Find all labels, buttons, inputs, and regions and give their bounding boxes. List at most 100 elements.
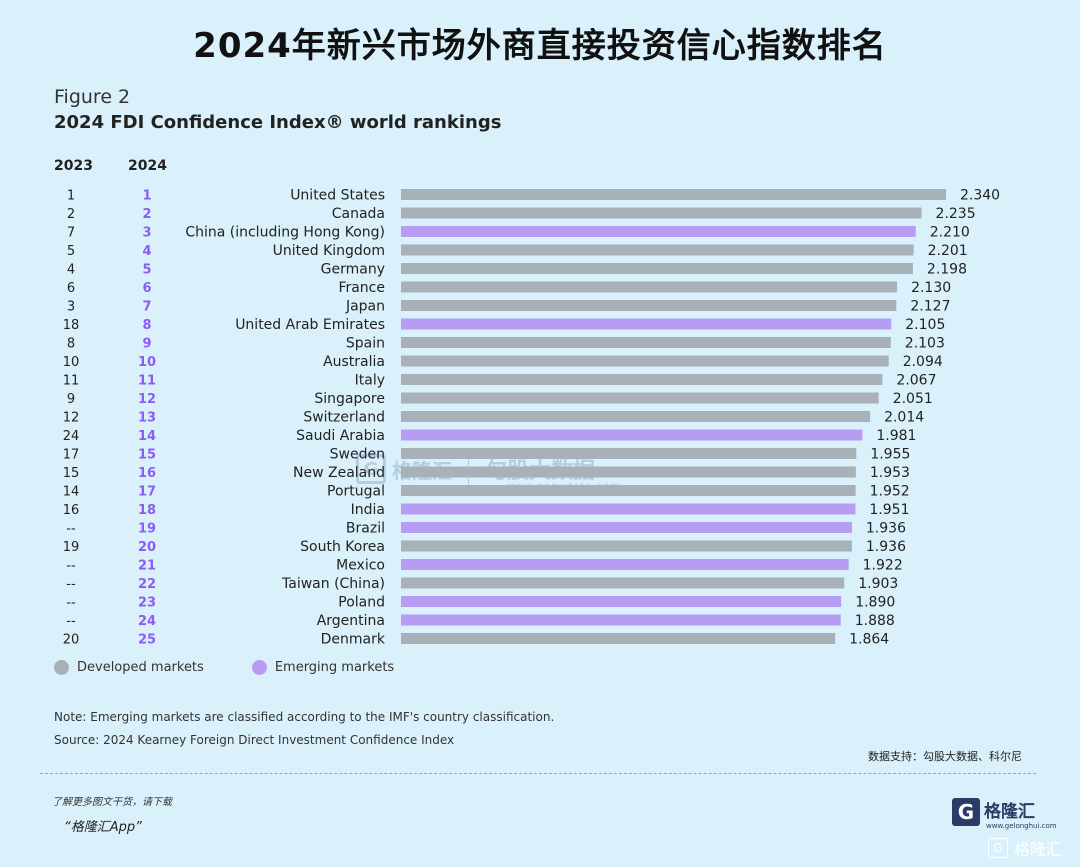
bar bbox=[401, 429, 863, 441]
category-label: Italy bbox=[355, 373, 385, 389]
column-header-2024: 2024 bbox=[128, 158, 167, 174]
bar bbox=[401, 503, 856, 515]
category-label: Germany bbox=[321, 262, 385, 278]
legend: Developed markets Emerging markets bbox=[54, 660, 442, 675]
category-label: Australia bbox=[323, 354, 385, 370]
rank-2024-label: 12 bbox=[138, 392, 156, 407]
rank-2023-label: 15 bbox=[63, 466, 80, 481]
rank-2023-label: 4 bbox=[67, 263, 75, 278]
value-label: 2.235 bbox=[936, 206, 976, 222]
rank-2024-label: 25 bbox=[138, 633, 156, 648]
value-label: 1.981 bbox=[876, 428, 916, 444]
value-label: 2.014 bbox=[884, 410, 924, 426]
page-title: 2024年新兴市场外商直接投资信心指数排名 bbox=[193, 26, 887, 66]
watermark-logo-icon: G bbox=[356, 454, 386, 484]
rank-2024-label: 7 bbox=[142, 300, 151, 315]
brand-name: 格隆汇 bbox=[984, 802, 1035, 822]
value-label: 1.952 bbox=[870, 484, 910, 500]
rank-2024-label: 23 bbox=[138, 596, 156, 611]
rank-2024-label: 6 bbox=[142, 281, 151, 296]
bar bbox=[401, 263, 913, 274]
category-label: Switzerland bbox=[303, 410, 385, 426]
rank-2023-label: 3 bbox=[67, 300, 75, 315]
bar bbox=[401, 540, 852, 552]
bar bbox=[401, 411, 871, 422]
category-label: Denmark bbox=[321, 632, 386, 648]
category-label: Singapore bbox=[314, 391, 385, 407]
bottom-brand-name: 格隆汇 bbox=[1014, 840, 1063, 859]
bar bbox=[401, 448, 857, 459]
bar bbox=[401, 559, 849, 570]
value-label: 2.094 bbox=[903, 354, 943, 370]
value-label: 2.198 bbox=[927, 262, 967, 278]
value-label: 2.201 bbox=[928, 243, 968, 259]
rank-2023-label: -- bbox=[66, 577, 76, 592]
category-label: France bbox=[338, 280, 385, 296]
value-label: 2.051 bbox=[893, 391, 933, 407]
bar bbox=[401, 189, 946, 200]
brand-url: www.gelonghui.com bbox=[986, 822, 1057, 830]
category-label: Portugal bbox=[327, 484, 385, 500]
rank-2024-label: 14 bbox=[138, 429, 156, 444]
bar bbox=[401, 522, 852, 533]
bar bbox=[401, 614, 841, 626]
bar bbox=[401, 337, 891, 348]
bottom-brand-icon: G bbox=[988, 838, 1008, 858]
value-label: 1.922 bbox=[863, 558, 903, 574]
value-label: 2.067 bbox=[896, 373, 936, 389]
bar bbox=[401, 355, 889, 367]
bar bbox=[401, 485, 856, 496]
legend-label-emerging: Emerging markets bbox=[274, 660, 395, 675]
category-label: United States bbox=[290, 188, 385, 204]
source-text: Source: 2024 Kearney Foreign Direct Inve… bbox=[54, 733, 455, 747]
rank-2023-label: 6 bbox=[67, 281, 75, 296]
rank-2023-label: -- bbox=[66, 614, 76, 629]
data-credit: 数据支持：勾股大数据、科尔尼 bbox=[868, 750, 1022, 763]
column-header-2023: 2023 bbox=[54, 158, 93, 174]
value-label: 1.864 bbox=[849, 632, 889, 648]
bar bbox=[401, 392, 879, 404]
bar bbox=[401, 466, 856, 478]
value-label: 2.103 bbox=[905, 336, 945, 352]
value-label: 2.210 bbox=[930, 225, 970, 241]
category-label: Mexico bbox=[336, 558, 385, 574]
rank-2024-label: 2 bbox=[142, 207, 151, 222]
rank-2023-label: 7 bbox=[67, 226, 75, 241]
rank-2024-label: 10 bbox=[138, 355, 156, 370]
category-label: New Zealand bbox=[293, 465, 385, 481]
rank-2024-label: 19 bbox=[138, 522, 156, 537]
rank-2024-label: 3 bbox=[142, 226, 151, 241]
rank-2024-label: 1 bbox=[142, 189, 151, 204]
value-label: 1.955 bbox=[870, 447, 910, 463]
value-label: 1.890 bbox=[855, 595, 895, 611]
category-label: Sweden bbox=[330, 447, 385, 463]
promo-text: 了解更多图文干货，请下载 bbox=[52, 797, 172, 808]
note-text: Note: Emerging markets are classified ac… bbox=[54, 710, 555, 724]
rank-2023-label: 11 bbox=[63, 374, 80, 389]
category-label: Brazil bbox=[346, 521, 385, 537]
legend-item-emerging: Emerging markets bbox=[251, 660, 395, 675]
rank-2023-label: 20 bbox=[63, 633, 80, 648]
value-label: 1.953 bbox=[870, 465, 910, 481]
bar bbox=[401, 374, 883, 385]
category-label: Argentina bbox=[317, 613, 385, 629]
bar bbox=[401, 300, 897, 311]
rank-2024-label: 22 bbox=[138, 577, 156, 592]
rank-2024-label: 17 bbox=[138, 485, 156, 500]
brand-logo: G 格隆汇 www.gelonghui.com bbox=[952, 798, 1057, 830]
rank-2023-label: 14 bbox=[63, 485, 80, 500]
legend-swatch-developed bbox=[54, 660, 69, 675]
category-label: Spain bbox=[346, 336, 385, 352]
rank-2024-label: 20 bbox=[138, 540, 156, 555]
bar bbox=[401, 577, 845, 589]
rank-2024-label: 18 bbox=[138, 503, 156, 518]
rank-2024-label: 5 bbox=[142, 263, 151, 278]
rank-2023-label: 2 bbox=[67, 207, 75, 222]
rank-2023-label: 18 bbox=[63, 318, 80, 333]
value-label: 1.936 bbox=[866, 521, 906, 537]
rank-2024-label: 4 bbox=[142, 244, 151, 259]
rank-2024-label: 16 bbox=[138, 466, 156, 481]
app-name: “格隆汇App” bbox=[64, 820, 142, 835]
value-label: 1.936 bbox=[866, 539, 906, 555]
rank-2024-label: 9 bbox=[142, 337, 151, 352]
